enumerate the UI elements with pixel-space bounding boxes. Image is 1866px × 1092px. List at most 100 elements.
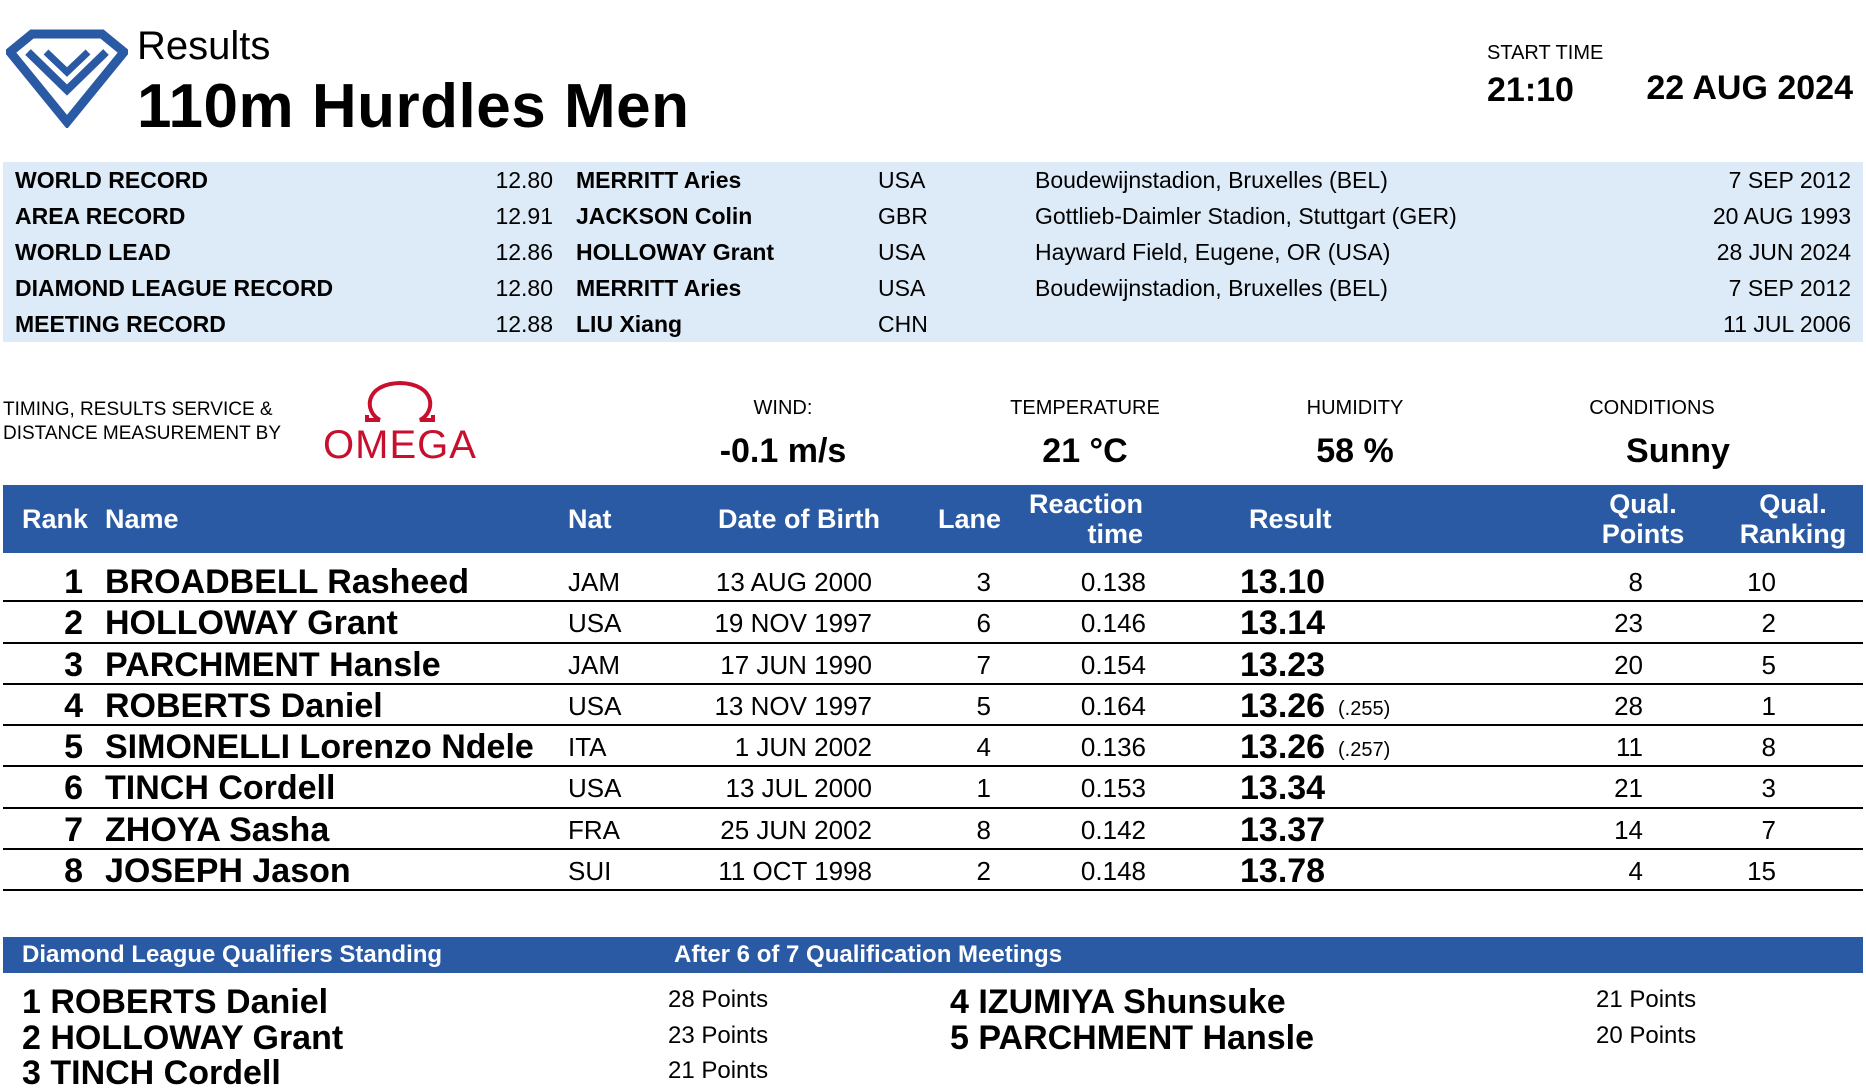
cell-name: PARCHMENT Hansle	[105, 645, 441, 684]
start-time: 21:10	[1487, 71, 1574, 109]
record-name: WORLD LEAD	[15, 239, 171, 265]
header-reaction-line1: Reaction	[1028, 489, 1143, 519]
cell-tiebreak: (.255)	[1338, 697, 1391, 720]
cell-result: 13.23	[1240, 645, 1326, 684]
cell-name: TINCH Cordell	[105, 769, 336, 808]
cell-name: SIMONELLI Lorenzo Ndele	[105, 728, 534, 767]
cell-reaction: 0.146	[1080, 608, 1146, 639]
omega-logo-icon: OMEGA	[323, 380, 477, 464]
timing-credit-line: DISTANCE MEASUREMENT BY	[3, 423, 282, 444]
standing-item: 5 PARCHMENT Hansle	[950, 1019, 1314, 1057]
cell-rank: 2	[64, 604, 83, 643]
cell-rank: 1	[64, 563, 83, 601]
header-lane: Lane	[938, 504, 1002, 534]
table-row: 8 JOSEPH Jason SUI 11 OCT 1998 2 0.148 1…	[3, 850, 1863, 892]
cell-nat: SUI	[568, 856, 612, 887]
record-venue: Hayward Field, Eugene, OR (USA)	[1035, 239, 1391, 265]
record-row: WORLD LEAD 12.86 HOLLOWAY Grant USA Hayw…	[3, 234, 1863, 270]
standing-item: 2 HOLLOWAY Grant	[22, 1019, 344, 1057]
cell-dob: 13 JUL 2000	[725, 773, 872, 804]
record-venue: Gottlieb-Daimler Stadion, Stuttgart (GER…	[1035, 203, 1457, 229]
cell-nat: JAM	[568, 567, 620, 597]
standing-item: 3 TINCH Cordell	[22, 1054, 281, 1092]
cell-name: ZHOYA Sasha	[105, 810, 330, 849]
standing-subtitle: After 6 of 7 Qualification Meetings	[674, 941, 1063, 968]
cell-lane: 5	[976, 690, 991, 721]
cell-dob: 1 JUN 2002	[734, 732, 872, 763]
timing-credit: TIMING, RESULTS SERVICE & DISTANCE MEASU…	[3, 398, 281, 446]
cell-reaction: 0.154	[1080, 649, 1146, 680]
cell-rank: 5	[64, 728, 83, 767]
conditions-label: CONDITIONS	[1589, 397, 1715, 419]
record-name: WORLD RECORD	[15, 167, 208, 193]
cell-lane: 2	[976, 856, 991, 887]
cell-dob: 25 JUN 2002	[720, 814, 872, 845]
standing-item: 1 ROBERTS Daniel	[22, 983, 329, 1021]
omega-wordmark: OMEGA	[323, 423, 477, 464]
cell-name: JOSEPH Jason	[105, 852, 351, 891]
cell-qual-ranking: 8	[1761, 732, 1776, 763]
record-date: 7 SEP 2012	[1728, 167, 1851, 193]
cell-qual-points: 23	[1614, 608, 1643, 639]
record-date: 20 AUG 1993	[1712, 203, 1851, 229]
record-date: 11 JUL 2006	[1723, 311, 1851, 337]
cell-qual-points: 14	[1614, 814, 1643, 845]
cell-rank: 6	[64, 769, 83, 808]
cell-reaction: 0.142	[1080, 814, 1146, 845]
cell-dob: 13 NOV 1997	[714, 690, 872, 721]
records-panel: WORLD RECORD 12.80 MERRITT Aries USA Bou…	[3, 162, 1863, 342]
header-qual-points-line1: Qual.	[1609, 489, 1677, 519]
conditions-value: Sunny	[1626, 432, 1730, 470]
record-nat: USA	[878, 239, 926, 265]
record-name: MEETING RECORD	[15, 311, 226, 337]
cell-lane: 3	[976, 567, 991, 597]
standing-item: 4 IZUMIYA Shunsuke	[950, 983, 1286, 1021]
record-holder: LIU Xiang	[576, 311, 683, 337]
cell-qual-points: 21	[1614, 773, 1643, 804]
cell-result: 13.14	[1240, 604, 1326, 643]
cell-lane: 1	[976, 773, 991, 804]
standing-points: 28 Points	[668, 986, 769, 1013]
record-holder: MERRITT Aries	[576, 167, 742, 193]
record-value: 12.86	[495, 239, 553, 265]
cell-result: 13.26	[1240, 728, 1326, 767]
humidity-label: HUMIDITY	[1306, 397, 1404, 419]
standing-points: 21 Points	[668, 1057, 769, 1084]
start-time-label: START TIME	[1487, 42, 1604, 64]
record-nat: USA	[878, 275, 926, 301]
humidity-block: HUMIDITY 58 %	[1265, 396, 1445, 472]
table-row: 4 ROBERTS Daniel USA 13 NOV 1997 5 0.164…	[3, 685, 1863, 727]
results-label: Results	[137, 24, 271, 68]
cell-qual-ranking: 1	[1761, 690, 1776, 721]
record-value: 12.91	[495, 203, 553, 229]
temperature-value: 21 °C	[1042, 432, 1128, 470]
cell-qual-points: 20	[1614, 649, 1643, 680]
table-row: 3 PARCHMENT Hansle JAM 17 JUN 1990 7 0.1…	[3, 644, 1863, 685]
event-title: 110m Hurdles Men	[137, 72, 690, 141]
results-table-body: 1 BROADBELL Rasheed JAM 13 AUG 2000 3 0.…	[3, 561, 1863, 892]
cell-nat: JAM	[568, 649, 620, 680]
cell-result: 13.26	[1240, 686, 1326, 725]
wind-block: WIND: -0.1 m/s	[688, 396, 878, 472]
cell-dob: 11 OCT 1998	[718, 856, 872, 887]
cell-qual-ranking: 5	[1761, 649, 1776, 680]
table-row: 2 HOLLOWAY Grant USA 19 NOV 1997 6 0.146…	[3, 602, 1863, 644]
cell-qual-ranking: 10	[1747, 567, 1776, 597]
header-qual-ranking: Qual. Ranking	[1733, 489, 1853, 549]
cell-rank: 3	[64, 645, 83, 684]
cell-dob: 13 AUG 2000	[715, 567, 872, 597]
cell-reaction: 0.136	[1080, 732, 1146, 763]
table-row: 7 ZHOYA Sasha FRA 25 JUN 2002 8 0.142 13…	[3, 809, 1863, 851]
record-name: DIAMOND LEAGUE RECORD	[15, 275, 334, 301]
cell-nat: USA	[568, 690, 622, 721]
cell-reaction: 0.148	[1080, 856, 1146, 887]
cell-nat: USA	[568, 608, 622, 639]
record-holder: HOLLOWAY Grant	[576, 239, 775, 265]
header-reaction-line2: time	[1087, 519, 1143, 549]
header-rank: Rank	[22, 504, 89, 534]
cell-result: 13.10	[1240, 563, 1326, 601]
cell-qual-points: 4	[1628, 856, 1643, 887]
cell-reaction: 0.138	[1080, 567, 1146, 597]
table-row: 1 BROADBELL Rasheed JAM 13 AUG 2000 3 0.…	[3, 561, 1863, 603]
record-name: AREA RECORD	[15, 203, 186, 229]
